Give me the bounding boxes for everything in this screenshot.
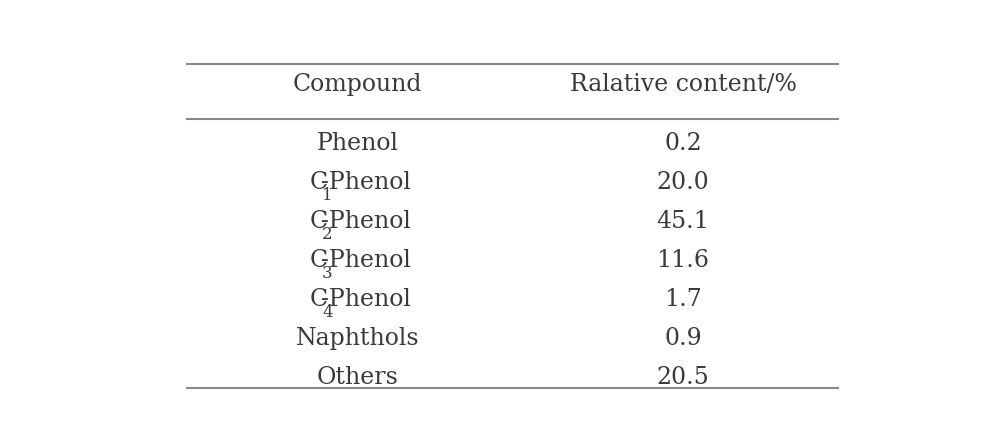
Text: C: C (310, 210, 328, 232)
Text: 0.9: 0.9 (664, 327, 702, 350)
Text: 3: 3 (322, 266, 333, 283)
Text: 45.1: 45.1 (657, 210, 709, 232)
Text: Naphthols: Naphthols (296, 327, 419, 350)
Text: 11.6: 11.6 (656, 249, 710, 272)
Text: -Phenol: -Phenol (321, 171, 411, 194)
Text: Ralative content/%: Ralative content/% (570, 73, 796, 96)
Text: 1.7: 1.7 (664, 288, 702, 311)
Text: 2: 2 (322, 227, 333, 244)
Text: 4: 4 (322, 304, 333, 321)
Text: C: C (310, 171, 328, 194)
Text: 20.5: 20.5 (657, 366, 709, 389)
Text: -Phenol: -Phenol (321, 249, 411, 272)
Text: C: C (310, 249, 328, 272)
Text: Others: Others (317, 366, 398, 389)
Text: 1: 1 (322, 187, 333, 204)
Text: Compound: Compound (293, 73, 422, 96)
Text: -Phenol: -Phenol (321, 210, 411, 232)
Text: Phenol: Phenol (316, 131, 398, 155)
Text: -Phenol: -Phenol (321, 288, 411, 311)
Text: 0.2: 0.2 (664, 131, 702, 155)
Text: C: C (310, 288, 328, 311)
Text: 20.0: 20.0 (657, 171, 709, 194)
